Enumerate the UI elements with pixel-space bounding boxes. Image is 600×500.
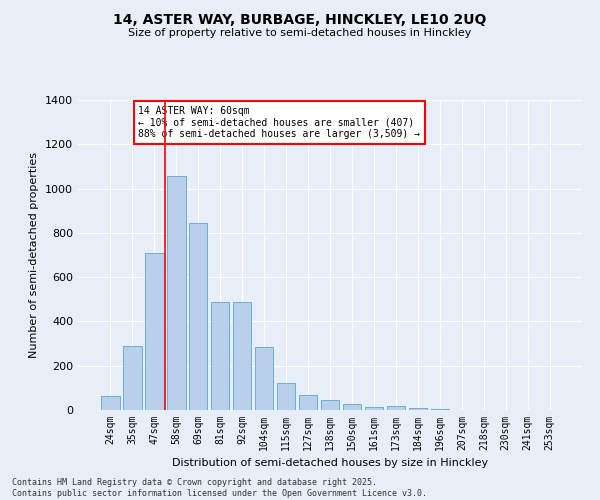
Bar xyxy=(320,400,340,410)
Bar xyxy=(365,406,383,410)
Bar xyxy=(409,408,427,410)
Bar xyxy=(343,404,361,410)
Bar xyxy=(233,302,251,410)
Text: Size of property relative to semi-detached houses in Hinckley: Size of property relative to semi-detach… xyxy=(128,28,472,38)
Text: 14, ASTER WAY, BURBAGE, HINCKLEY, LE10 2UQ: 14, ASTER WAY, BURBAGE, HINCKLEY, LE10 2… xyxy=(113,12,487,26)
Bar xyxy=(101,396,119,410)
Text: 14 ASTER WAY: 60sqm
← 10% of semi-detached houses are smaller (407)
88% of semi-: 14 ASTER WAY: 60sqm ← 10% of semi-detach… xyxy=(139,106,421,140)
Text: Contains HM Land Registry data © Crown copyright and database right 2025.
Contai: Contains HM Land Registry data © Crown c… xyxy=(12,478,427,498)
Bar xyxy=(299,394,317,410)
Bar xyxy=(123,346,142,410)
Bar xyxy=(145,253,164,410)
X-axis label: Distribution of semi-detached houses by size in Hinckley: Distribution of semi-detached houses by … xyxy=(172,458,488,468)
Bar xyxy=(189,223,208,410)
Bar xyxy=(277,384,295,410)
Bar xyxy=(167,176,185,410)
Bar xyxy=(255,347,274,410)
Bar xyxy=(211,302,229,410)
Bar xyxy=(386,406,405,410)
Y-axis label: Number of semi-detached properties: Number of semi-detached properties xyxy=(29,152,40,358)
